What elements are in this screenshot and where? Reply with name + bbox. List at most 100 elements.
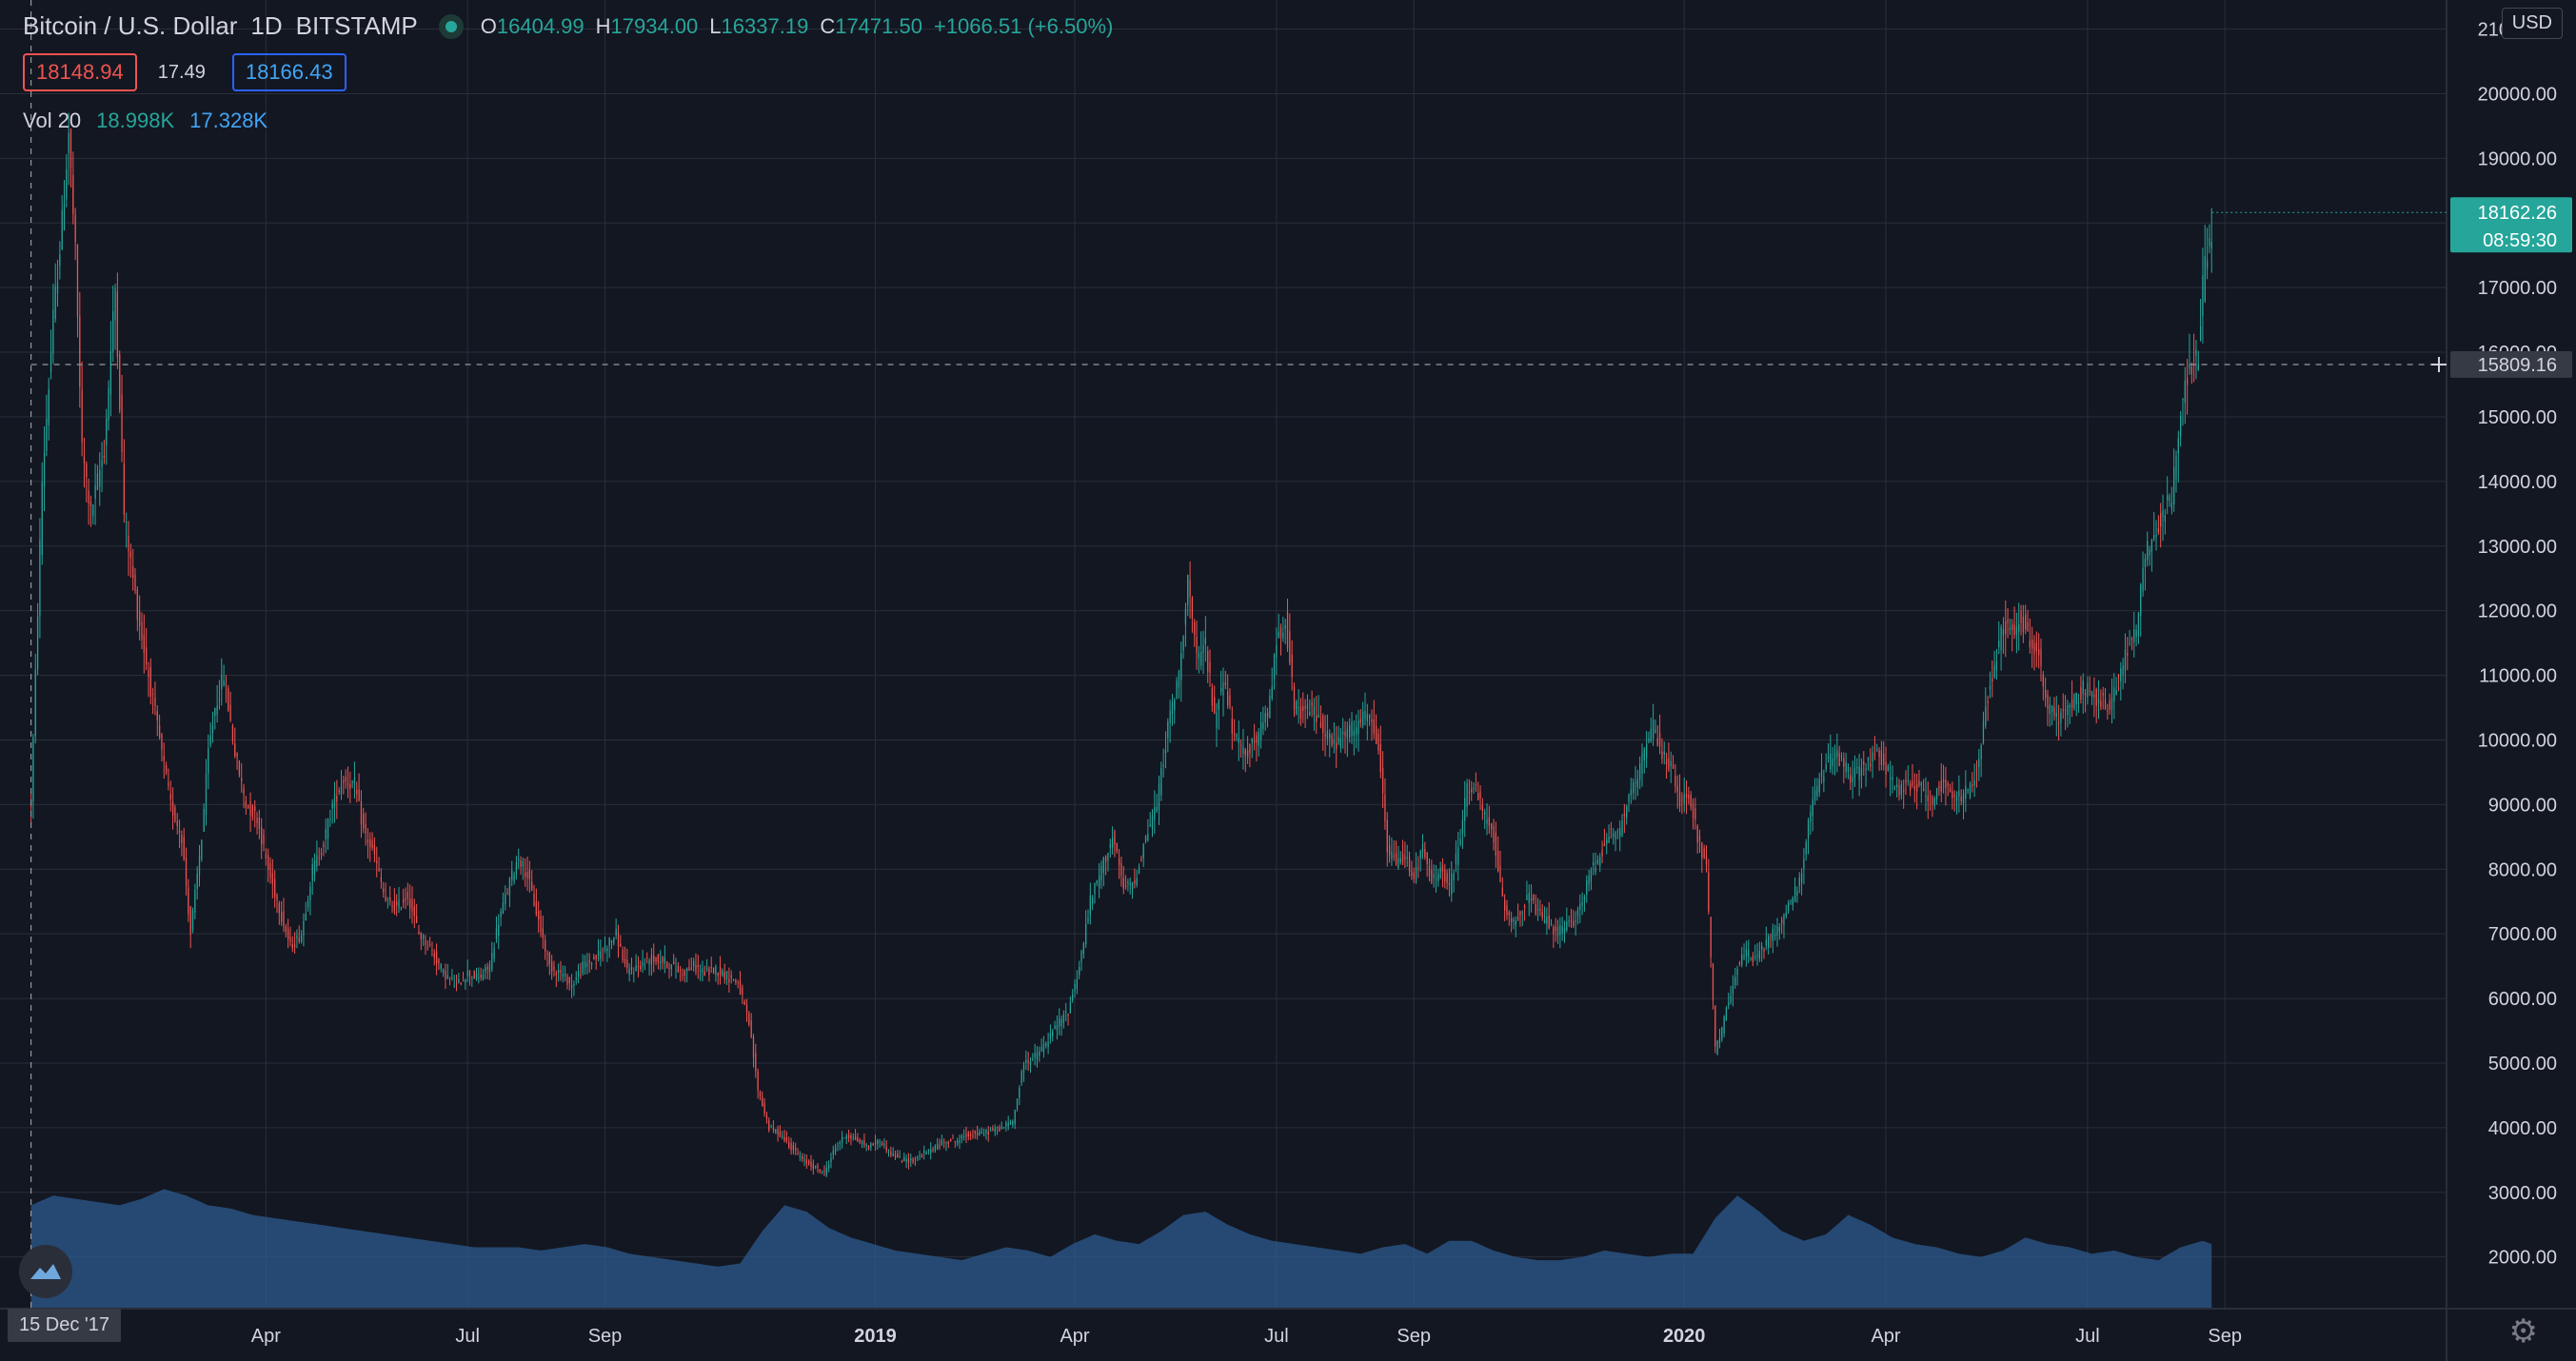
candle (883, 1138, 885, 1149)
candle (1663, 741, 1665, 765)
candle (2147, 531, 2149, 567)
candle (183, 827, 185, 861)
candle (792, 1141, 795, 1154)
candle (1690, 791, 1692, 811)
candle (867, 1145, 870, 1151)
candle (1393, 840, 1395, 861)
crosshair: 15809.16 18162.26 08:59:30 (30, 0, 2572, 1309)
candle (1541, 904, 1543, 921)
candle (2206, 227, 2209, 280)
candle (2005, 600, 2007, 658)
sell-price-button[interactable]: 18148.94 (23, 53, 137, 91)
candle (1289, 613, 1291, 665)
candle (126, 512, 128, 548)
currency-button[interactable]: USD (2501, 8, 2563, 39)
candle (1593, 853, 1595, 876)
candle (1523, 903, 1526, 921)
candle (590, 961, 593, 970)
candle (1014, 1109, 1016, 1130)
open-value: 16404.99 (496, 13, 585, 38)
candle (1510, 911, 1513, 933)
candle (637, 956, 640, 978)
candle (2177, 430, 2179, 483)
candle (1947, 780, 1949, 797)
interval-label[interactable]: 1D (250, 11, 283, 40)
candle (1087, 909, 1089, 925)
candle (894, 1150, 897, 1160)
candle (2000, 624, 2002, 671)
candle (89, 495, 92, 527)
candle (165, 761, 168, 776)
candle (1209, 649, 1211, 687)
candle (254, 799, 256, 828)
candle (2167, 476, 2169, 515)
candle (383, 881, 385, 898)
price-tick-label: 8000.00 (2488, 859, 2557, 880)
candle (1413, 867, 1415, 884)
candle (1579, 894, 1581, 923)
bar-countdown-label: 08:59:30 (2483, 230, 2557, 251)
candle (1810, 805, 1812, 835)
candle (540, 910, 542, 937)
price-tick-label: 9000.00 (2488, 795, 2557, 816)
candle (1154, 790, 1156, 835)
candle (600, 939, 602, 967)
candle (762, 1091, 763, 1107)
candle (1224, 670, 1226, 690)
candle (1479, 784, 1481, 811)
time-tick-label: Apr (1871, 1326, 1900, 1347)
price-tick-label: 15000.00 (2478, 407, 2557, 428)
candle (1220, 670, 1222, 696)
candle (1096, 879, 1098, 887)
symbol-legend[interactable]: Bitcoin / U.S. Dollar 1D BITSTAMP O 16404… (23, 11, 1113, 41)
candle (2015, 612, 2018, 654)
time-tick-label: Apr (251, 1326, 281, 1347)
candle (1109, 838, 1111, 858)
candle (88, 478, 89, 525)
candle (1216, 702, 1218, 747)
candle (2011, 619, 2013, 652)
buy-price-button[interactable]: 18166.43 (231, 53, 347, 91)
candle (1437, 868, 1439, 887)
candle (972, 1129, 974, 1139)
candle (2007, 608, 2009, 639)
candle (66, 153, 68, 207)
candle (2075, 692, 2077, 717)
candle (1144, 835, 1147, 844)
candle (697, 955, 699, 979)
candle (675, 957, 677, 979)
candle (1439, 861, 1441, 879)
candle (453, 975, 455, 989)
candle (2160, 503, 2162, 548)
candle (1712, 962, 1714, 1010)
candle (1016, 1098, 1019, 1112)
candle (1473, 782, 1475, 795)
candle (985, 1128, 987, 1140)
candle (1169, 700, 1171, 743)
candle (2093, 677, 2095, 718)
candle (2013, 606, 2015, 640)
candle (1424, 841, 1426, 860)
candle (327, 818, 329, 850)
candle (1619, 819, 1621, 852)
candle (1160, 761, 1162, 801)
candle (1958, 775, 1960, 813)
candle (1705, 845, 1708, 873)
candle (1156, 794, 1158, 814)
candle (874, 1134, 877, 1152)
gear-icon[interactable]: ⚙ (2508, 1313, 2538, 1350)
candle (2091, 690, 2093, 705)
candle (276, 893, 278, 914)
candle (76, 244, 79, 338)
candle (1703, 844, 1705, 859)
candle (1488, 805, 1490, 835)
volume-legend[interactable]: Vol 20 18.998K 17.328K (23, 108, 268, 133)
candle (418, 924, 420, 936)
candle (48, 377, 50, 441)
candle (1204, 616, 1207, 662)
tradingview-logo-icon[interactable] (19, 1245, 72, 1298)
time-axis[interactable]: Apr Jul Sep 2019 Apr Jul Sep 2020 Apr Jul Sep (251, 1326, 2242, 1347)
candle (1388, 835, 1391, 863)
